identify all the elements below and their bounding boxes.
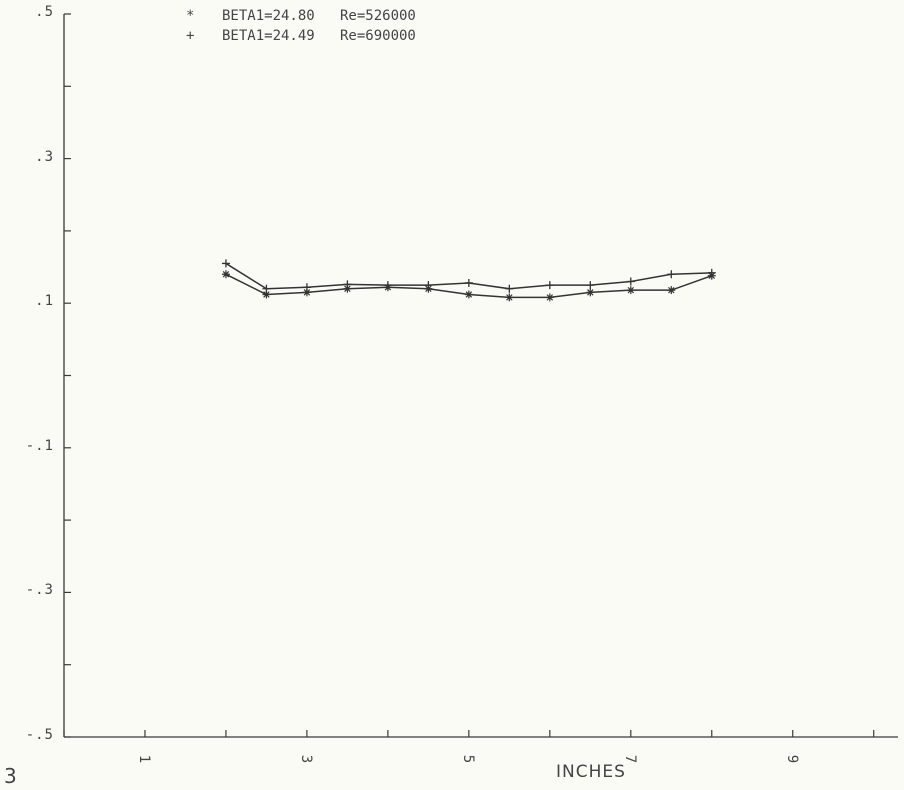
data-point-star xyxy=(586,288,595,297)
x-tick-label: 5 xyxy=(460,754,477,764)
data-point-plus xyxy=(424,281,433,290)
data-point-star xyxy=(505,293,514,302)
data-point-star xyxy=(302,288,311,297)
data-point-star xyxy=(626,286,635,295)
legend-marker: * xyxy=(186,8,195,24)
data-point-plus xyxy=(545,281,554,290)
data-point-plus xyxy=(221,259,230,268)
x-tick-label: 1 xyxy=(136,754,153,764)
data-point-plus xyxy=(626,277,635,286)
data-point-plus xyxy=(383,281,392,290)
y-tick-label: -.1 xyxy=(25,437,54,454)
data-point-star xyxy=(343,284,352,293)
data-point-plus xyxy=(667,270,676,279)
y-tick-label: .1 xyxy=(35,293,54,310)
y-tick-label: .5 xyxy=(35,4,54,20)
data-point-plus xyxy=(505,284,514,293)
legend-marker: + xyxy=(186,28,195,44)
data-point-plus xyxy=(586,281,595,290)
data-point-star xyxy=(221,270,230,279)
legend-entry: BETA1=24.49 Re=690000 xyxy=(222,28,416,44)
data-point-plus xyxy=(707,268,716,277)
data-point-star xyxy=(545,293,554,302)
data-point-plus xyxy=(262,284,271,293)
data-point-plus xyxy=(343,280,352,289)
data-point-plus xyxy=(302,283,311,292)
y-tick-label: -.5 xyxy=(25,727,54,743)
x-tick-label: 3 xyxy=(298,754,315,764)
page-number: 3 xyxy=(4,764,17,788)
data-point-star xyxy=(464,290,473,299)
data-point-star xyxy=(262,290,271,299)
data-point-plus xyxy=(464,278,473,287)
x-axis-label: INCHES xyxy=(556,762,626,782)
y-tick-label: -.3 xyxy=(25,582,54,599)
x-tick-label: 9 xyxy=(783,754,800,764)
y-tick-label: .3 xyxy=(35,148,54,165)
data-point-star xyxy=(667,286,676,295)
legend-entry: BETA1=24.80 Re=526000 xyxy=(222,8,416,24)
